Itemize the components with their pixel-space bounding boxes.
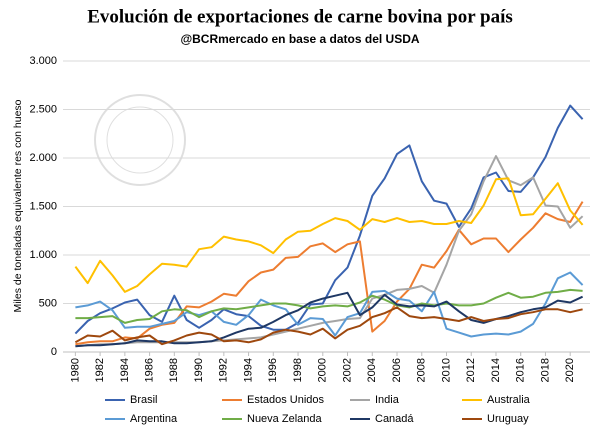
x-tick-label: 1996 — [267, 358, 279, 382]
x-tick-label: 2012 — [465, 358, 477, 382]
y-tick-label: 3.000 — [29, 55, 57, 67]
legend-label: Estados Unidos — [247, 394, 325, 406]
x-tick-label: 2018 — [539, 358, 551, 382]
y-tick-label: 1.000 — [29, 249, 57, 261]
legend-label: Canadá — [375, 413, 414, 425]
legend-label: Australia — [487, 394, 531, 406]
x-tick-label: 1990 — [193, 358, 205, 382]
x-tick-label: 2000 — [317, 358, 329, 382]
x-tick-label: 2004 — [366, 358, 378, 382]
series-line — [74, 177, 584, 293]
x-tick-label: 1986 — [144, 358, 156, 382]
x-tick-label: 1994 — [242, 358, 254, 382]
x-tick-label: 1992 — [218, 358, 230, 382]
legend-label: Argentina — [130, 413, 178, 425]
legend-label: India — [375, 394, 400, 406]
y-tick-label: 2.000 — [29, 152, 57, 164]
x-tick-label: 2020 — [564, 358, 576, 382]
series-line — [74, 306, 583, 346]
series-line — [75, 288, 583, 324]
legend-label: Brasil — [130, 394, 158, 406]
x-tick-label: 1984 — [119, 358, 131, 382]
series-line — [75, 201, 584, 346]
y-tick-label: 0 — [51, 346, 57, 358]
y-tick-label: 2.500 — [29, 103, 57, 115]
series-line — [74, 104, 584, 335]
x-tick-label: 1982 — [94, 358, 106, 382]
x-tick-label: 1980 — [69, 358, 81, 382]
x-tick-label: 2002 — [341, 358, 353, 382]
x-tick-label: 2010 — [440, 358, 452, 382]
chart-title: Evolución de exportaciones de carne bovi… — [87, 6, 513, 27]
x-tick-label: 2008 — [416, 358, 428, 382]
series-line — [75, 291, 584, 348]
x-tick-label: 2016 — [515, 358, 527, 382]
legend-label: Nueva Zelanda — [247, 413, 322, 425]
y-axis-label: Miles de toneladas equivalente res con h… — [12, 99, 24, 312]
x-tick-label: 2006 — [391, 358, 403, 382]
legend-label: Uruguay — [487, 413, 529, 425]
series-line — [75, 271, 584, 338]
x-tick-label: 1998 — [292, 358, 304, 382]
x-tick-label: 1988 — [168, 358, 180, 382]
chart-subtitle: @BCRmercado en base a datos del USDA — [180, 32, 419, 46]
x-tick-label: 2014 — [490, 358, 502, 382]
watermark — [94, 94, 186, 186]
y-tick-label: 1.500 — [29, 200, 57, 212]
y-tick-label: 500 — [39, 297, 57, 309]
